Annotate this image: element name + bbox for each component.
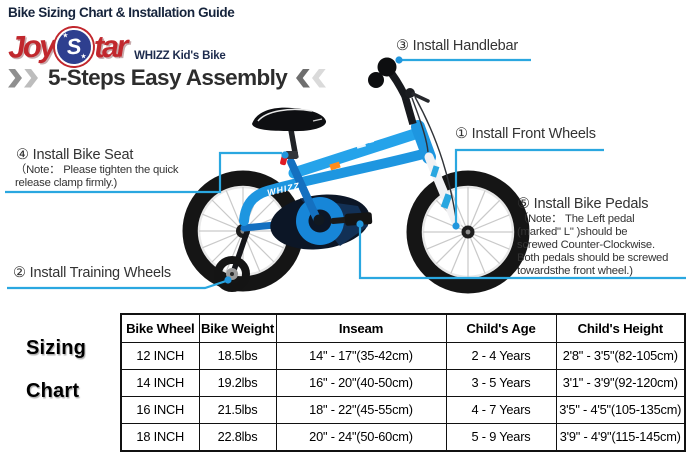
saddle	[252, 107, 327, 166]
callout-seat-note: （Note： Please tighten the quick release …	[15, 164, 179, 189]
callout-install-bike-pedals: ⑤ Install Bike Pedals	[517, 196, 649, 212]
pedal	[330, 212, 373, 226]
chevron-right-icon	[24, 68, 38, 88]
assembly-heading: 5-Steps Easy Assembly	[8, 63, 326, 93]
sizing-chart-label: Sizing Chart	[26, 337, 87, 402]
callout-pedals-note: （Note： The Left pedal (marked" L" )shoul…	[517, 213, 669, 277]
chevron-left-icon	[312, 69, 326, 88]
logo-star-badge: ★ S ★	[53, 26, 95, 68]
front-fork	[424, 152, 462, 229]
table-row: 18 INCH 22.8lbs 20" - 24"(50-60cm) 5 - 9…	[120, 422, 686, 451]
callout-install-handlebar: ③ Install Handlebar	[396, 38, 519, 54]
brand-logo: Joy ★ S ★ tar WHIZZ Kid's Bike	[7, 26, 226, 68]
chevron-right-icon	[8, 68, 22, 88]
brand-tagline: WHIZZ Kid's Bike	[134, 50, 226, 62]
handlebar	[368, 57, 457, 219]
front-wheel	[406, 170, 530, 294]
logo-text-joy: Joy	[7, 28, 55, 65]
chevron-left-icon	[296, 69, 310, 88]
chain-guard	[270, 194, 370, 250]
col-header-childs-height: Child's Height	[555, 313, 686, 343]
page-title: Bike Sizing Chart & Installation Guide	[8, 5, 235, 20]
col-header-bike-weight: Bike Weight	[198, 313, 277, 343]
callout-install-training-wheels: ② Install Training Wheels	[13, 265, 171, 281]
col-header-bike-wheel: Bike Wheel	[120, 313, 200, 343]
table-row: 16 INCH 21.5lbs 18" - 22"(45-55cm) 4 - 7…	[120, 395, 686, 424]
sizing-table: Bike Wheel Bike Weight Inseam Child's Ag…	[120, 313, 686, 452]
col-header-inseam: Inseam	[275, 313, 447, 343]
star-icon: ★	[61, 32, 69, 40]
table-header-row: Bike Wheel Bike Weight Inseam Child's Ag…	[120, 313, 686, 343]
star-icon: ★	[80, 53, 87, 61]
assembly-heading-text: 5-Steps Easy Assembly	[48, 65, 288, 90]
callout-install-front-wheels: ① Install Front Wheels	[455, 126, 596, 142]
table-row: 14 INCH 19.2lbs 16" - 20"(40-50cm) 3 - 5…	[120, 368, 686, 397]
svg-text:WHIZZ: WHIZZ	[266, 181, 301, 198]
callout-install-bike-seat: ④ Install Bike Seat	[16, 147, 134, 163]
training-wheel	[214, 231, 250, 292]
col-header-childs-age: Child's Age	[445, 313, 557, 343]
rear-wheel	[182, 170, 304, 292]
logo-text-tar: tar	[93, 28, 127, 65]
table-row: 12 INCH 18.5lbs 14" - 17"(35-42cm) 2 - 4…	[120, 341, 686, 370]
bike-frame: WHIZZ	[239, 120, 436, 226]
